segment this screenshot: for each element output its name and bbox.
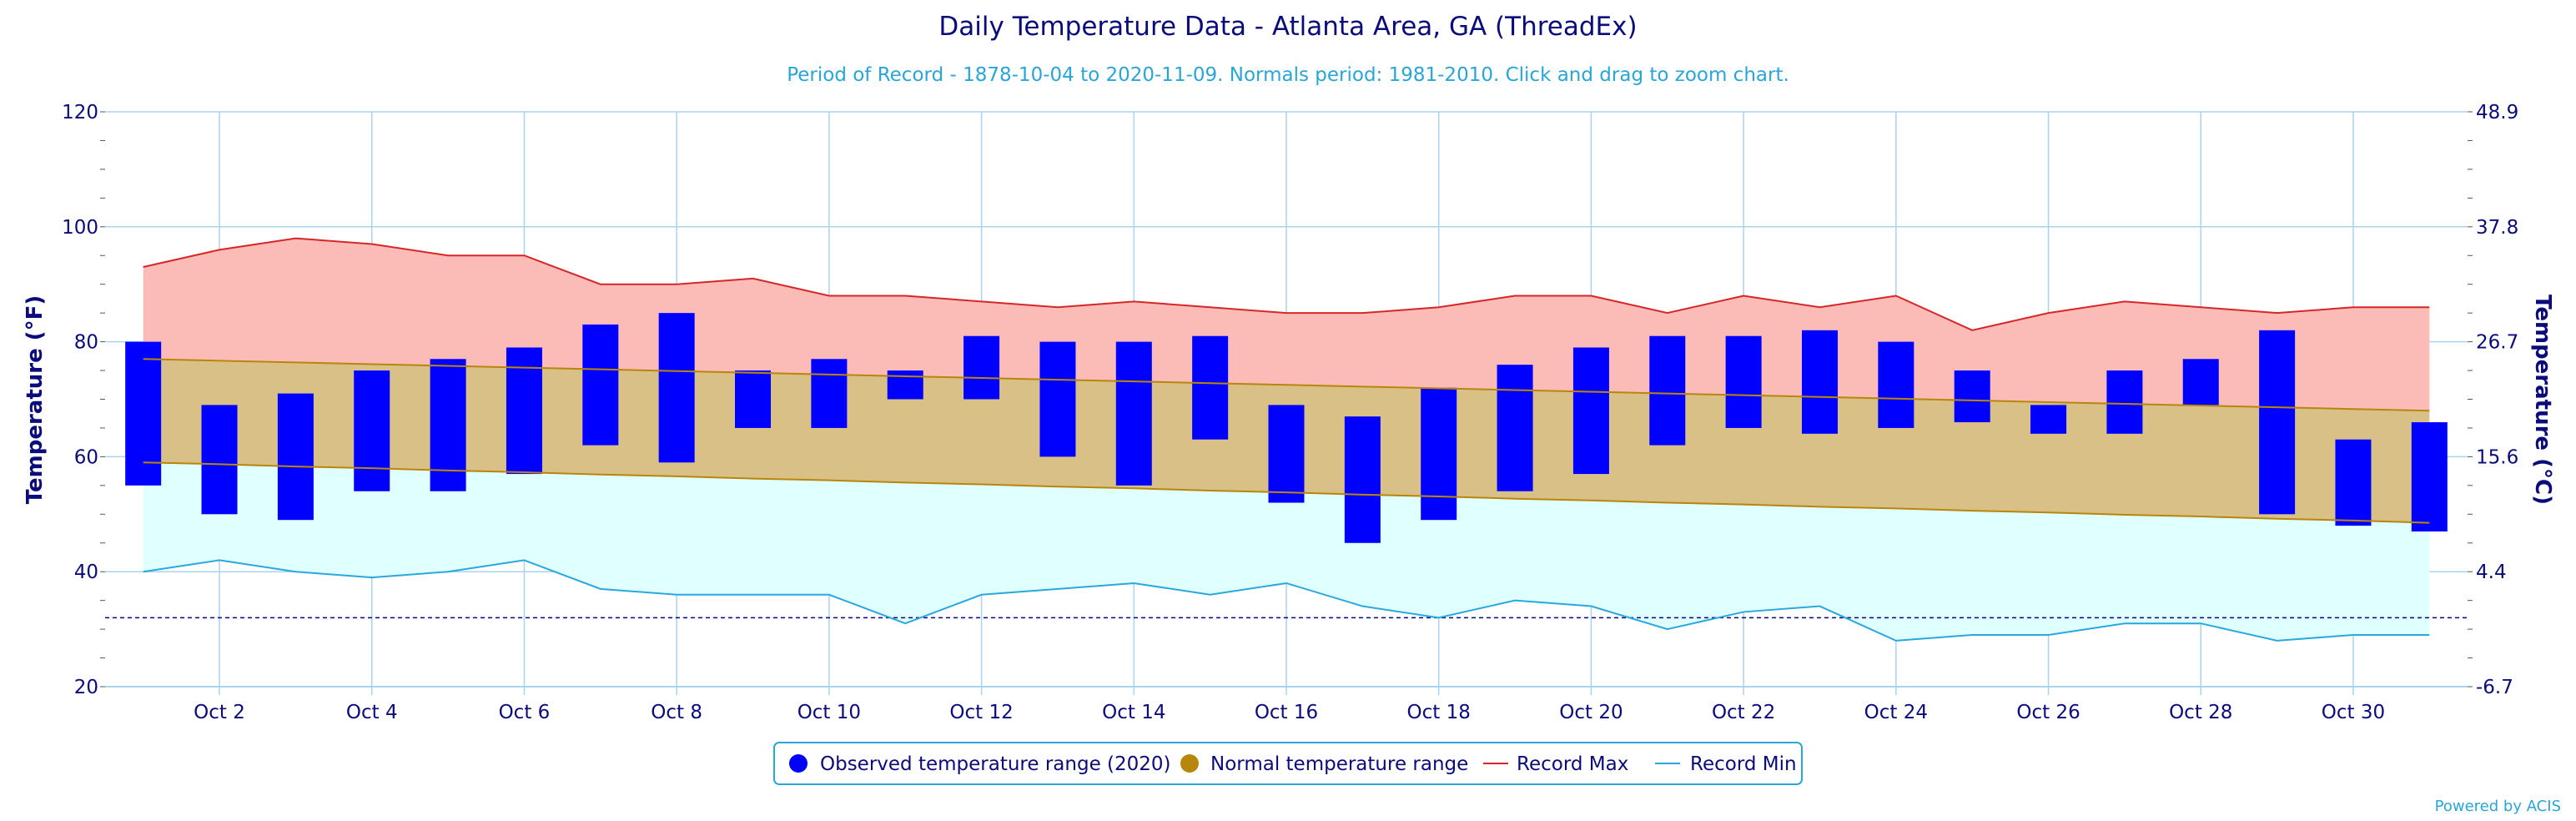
observed-bar — [2259, 330, 2296, 515]
observed-bar — [1497, 365, 1533, 491]
observed-bar — [2335, 439, 2372, 526]
observed-bar — [1268, 405, 1305, 503]
record-min-area — [143, 462, 2430, 641]
x-tick-label: Oct 4 — [346, 702, 398, 723]
observed-bar — [1801, 330, 1838, 434]
observed-bar — [430, 359, 466, 491]
observed-bar — [2030, 405, 2067, 434]
legend: Observed temperature range (2020) Normal… — [773, 742, 1803, 785]
y-tick-label-left: 80 — [74, 332, 98, 354]
observed-bar — [1954, 370, 1990, 423]
observed-bar — [1115, 341, 1152, 486]
chart-title: Daily Temperature Data - Atlanta Area, G… — [938, 12, 1637, 42]
x-tick-label: Oct 24 — [1864, 702, 1928, 723]
observed-bar — [1192, 335, 1229, 440]
legend-record-max-label: Record Max — [1517, 753, 1628, 775]
x-tick-label: Oct 28 — [2169, 702, 2232, 723]
legend-normal-label: Normal temperature range — [1210, 753, 1468, 775]
axes: 20 -6.7 40 4.4 60 15.6 80 26.7 100 37.8 120 48.9 Oct… — [62, 102, 2518, 723]
observed-bar — [2106, 370, 2143, 434]
y-tick-label-left: 100 — [62, 217, 98, 239]
observed-bar — [2411, 422, 2448, 531]
observed-bar — [963, 335, 1000, 400]
observed-bar — [1878, 341, 1914, 428]
y-axis-title-right: Temperature (°C) — [2530, 295, 2555, 505]
x-tick-label: Oct 6 — [499, 702, 551, 723]
observed-bar — [1039, 341, 1076, 457]
observed-bar — [1421, 387, 1457, 521]
observed-bar — [887, 370, 923, 400]
x-tick-label: Oct 30 — [2322, 702, 2385, 723]
y-tick-label-left: 20 — [74, 677, 98, 698]
record-min-line — [143, 559, 2430, 642]
normal-low-line — [143, 461, 2430, 524]
observed-bar — [506, 347, 542, 475]
record-max-area — [143, 238, 2430, 411]
observed-bar — [1649, 335, 1686, 446]
temperature-areas — [143, 238, 2430, 641]
legend-observed-marker — [789, 754, 808, 773]
y-tick-label-right: 15.6 — [2476, 446, 2518, 468]
observed-bar — [811, 359, 848, 428]
y-axis-title-left: Temperature (°F) — [23, 295, 48, 505]
normal-high-line — [143, 358, 2430, 412]
y-tick-label-right: 4.4 — [2476, 562, 2507, 583]
credit-link[interactable]: Powered by ACIS — [2435, 798, 2561, 815]
x-tick-label: Oct 12 — [949, 702, 1013, 723]
y-tick-label-left: 60 — [74, 446, 98, 468]
y-tick-label-right: 26.7 — [2476, 332, 2518, 354]
observed-bar — [354, 370, 390, 491]
y-tick-label-right: 37.8 — [2476, 217, 2518, 239]
observed-bar — [1725, 335, 1762, 428]
observed-bar — [201, 405, 238, 515]
observed-bar — [658, 313, 695, 463]
x-tick-label: Oct 8 — [651, 702, 702, 723]
legend-record-min-label: Record Min — [1690, 753, 1797, 775]
chart-subtitle: Period of Record - 1878-10-04 to 2020-11… — [787, 64, 1789, 86]
x-tick-label: Oct 2 — [194, 702, 245, 723]
observed-bar — [1572, 347, 1609, 475]
observed-bar — [582, 324, 619, 446]
y-tick-label-left: 40 — [74, 562, 98, 583]
x-tick-label: Oct 14 — [1102, 702, 1165, 723]
y-tick-label-right: 48.9 — [2476, 102, 2518, 123]
x-tick-label: Oct 26 — [2016, 702, 2080, 723]
y-tick-label-right: -6.7 — [2476, 677, 2513, 698]
observed-bar — [735, 370, 772, 428]
x-tick-label: Oct 10 — [797, 702, 861, 723]
record-lines — [105, 237, 2468, 642]
x-tick-label: Oct 22 — [1712, 702, 1775, 723]
legend-normal-marker — [1180, 754, 1199, 773]
observed-bar — [125, 341, 162, 486]
legend-observed-label: Observed temperature range (2020) — [820, 753, 1171, 775]
x-tick-label: Oct 20 — [1559, 702, 1623, 723]
y-tick-label-left: 120 — [62, 102, 98, 123]
record-max-line — [143, 237, 2430, 331]
legend-box — [773, 742, 1803, 785]
observed-bar — [2182, 359, 2219, 405]
observed-bar — [277, 393, 314, 521]
x-tick-label: Oct 16 — [1255, 702, 1318, 723]
x-tick-label: Oct 18 — [1407, 702, 1471, 723]
observed-bar — [1344, 416, 1381, 543]
observed-bars — [125, 313, 2448, 543]
